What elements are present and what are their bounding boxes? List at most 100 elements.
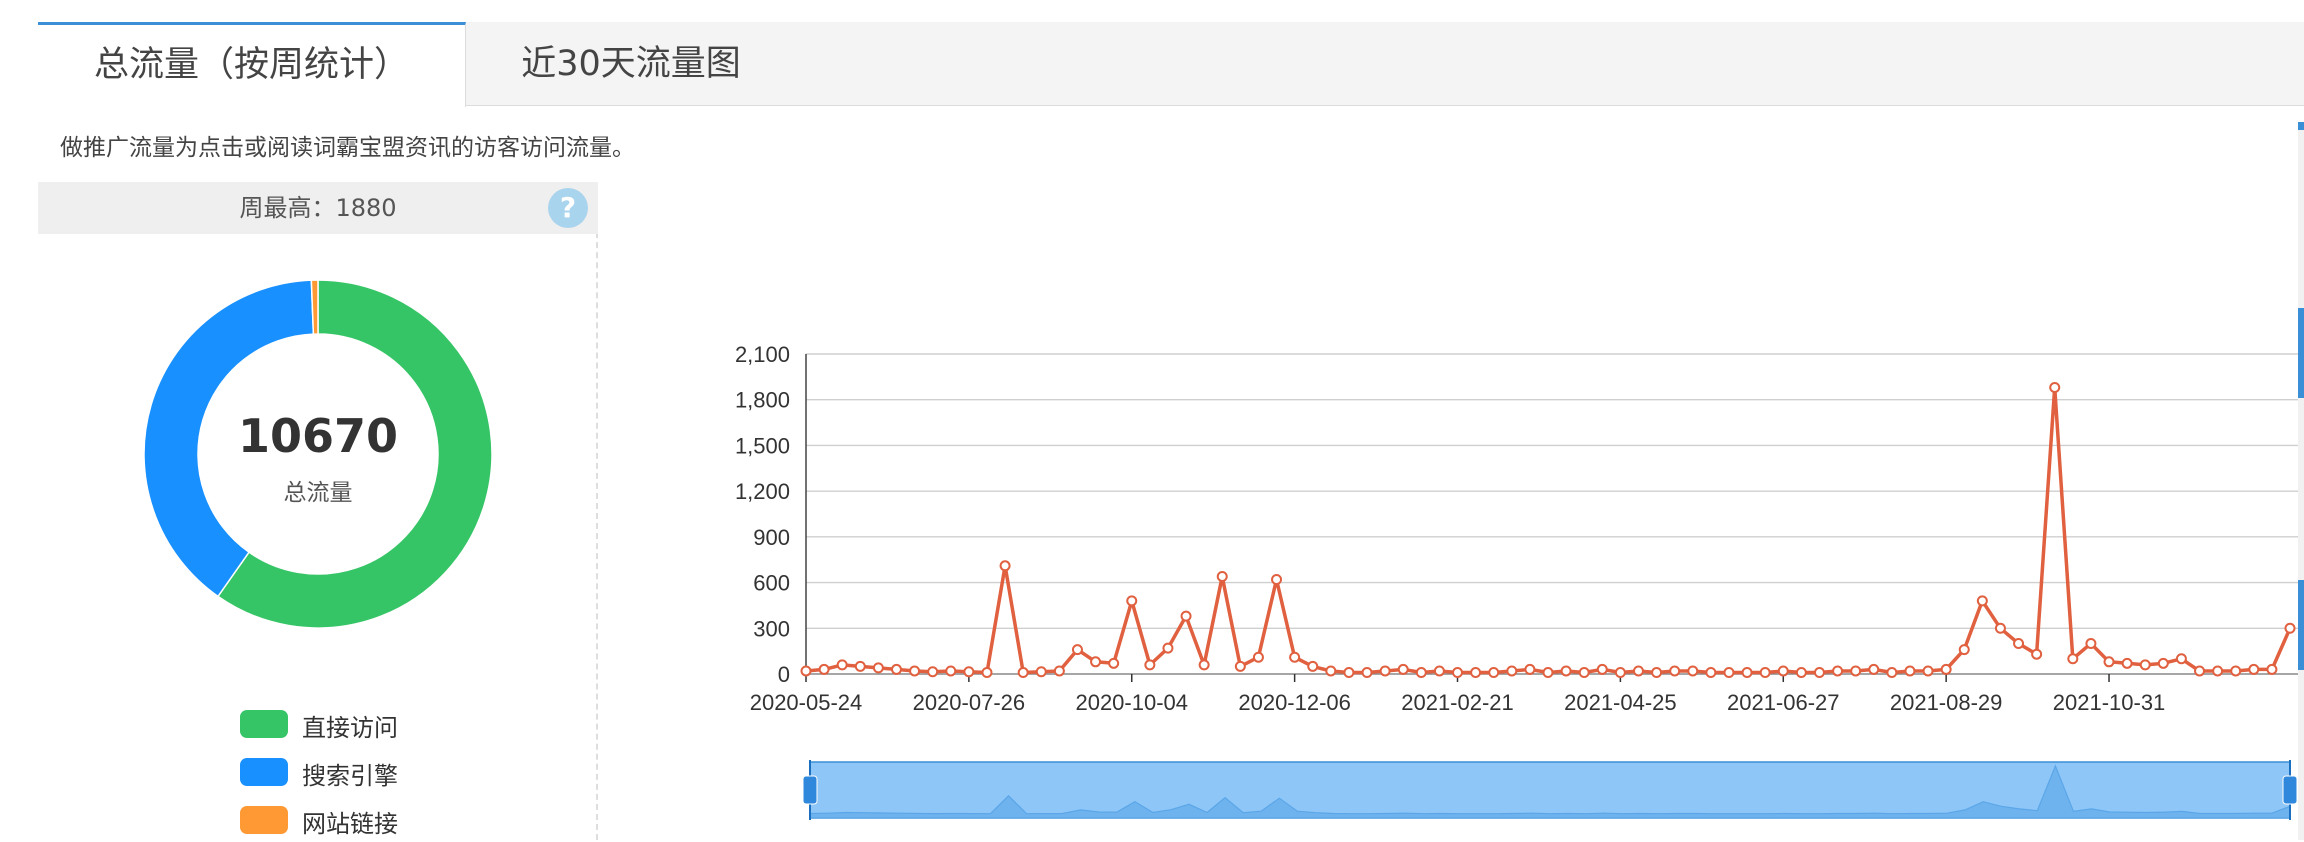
data-point[interactable] bbox=[1723, 666, 1735, 678]
data-point[interactable] bbox=[890, 663, 902, 675]
data-point[interactable] bbox=[927, 666, 939, 678]
data-point[interactable] bbox=[1090, 656, 1102, 668]
data-point[interactable] bbox=[1994, 622, 2006, 634]
data-point[interactable] bbox=[909, 665, 921, 677]
data-point[interactable] bbox=[2139, 659, 2151, 671]
data-point[interactable] bbox=[1289, 651, 1301, 663]
data-point[interactable] bbox=[818, 663, 830, 675]
legend-swatch-search bbox=[240, 758, 288, 786]
data-point[interactable] bbox=[1687, 665, 1699, 677]
donut-slice-1[interactable] bbox=[143, 279, 315, 598]
data-point[interactable] bbox=[1669, 665, 1681, 677]
data-point[interactable] bbox=[1524, 663, 1536, 675]
data-point[interactable] bbox=[1488, 666, 1500, 678]
data-point[interactable] bbox=[1813, 666, 1825, 678]
donut-chart: 10670 总流量 bbox=[143, 279, 493, 629]
tab-weekly-total[interactable]: 总流量（按周统计） bbox=[38, 22, 466, 107]
data-point[interactable] bbox=[1958, 644, 1970, 656]
data-point[interactable] bbox=[1433, 665, 1445, 677]
data-point[interactable] bbox=[1560, 665, 1572, 677]
data-point[interactable] bbox=[2085, 638, 2097, 650]
traffic-note: 做推广流量为点击或阅读词霸宝盟资讯的访客访问流量。 bbox=[60, 135, 635, 161]
x-tick-label: 2020-07-26 bbox=[913, 690, 1026, 715]
data-point[interactable] bbox=[1759, 666, 1771, 678]
data-point[interactable] bbox=[1596, 663, 1608, 675]
data-point[interactable] bbox=[1053, 665, 1065, 677]
data-point[interactable] bbox=[800, 665, 812, 677]
data-point[interactable] bbox=[1886, 666, 1898, 678]
data-point[interactable] bbox=[2248, 663, 2260, 675]
data-point[interactable] bbox=[1868, 663, 1880, 675]
data-point[interactable] bbox=[1035, 666, 1047, 678]
data-point[interactable] bbox=[1198, 659, 1210, 671]
data-point[interactable] bbox=[1741, 666, 1753, 678]
data-point[interactable] bbox=[1452, 666, 1464, 678]
data-point[interactable] bbox=[2175, 653, 2187, 665]
data-point[interactable] bbox=[2067, 653, 2079, 665]
data-point[interactable] bbox=[1850, 665, 1862, 677]
data-point[interactable] bbox=[2212, 665, 2224, 677]
data-point[interactable] bbox=[1415, 666, 1427, 678]
data-point[interactable] bbox=[1832, 665, 1844, 677]
data-point[interactable] bbox=[963, 666, 975, 678]
data-point[interactable] bbox=[999, 560, 1011, 572]
data-point[interactable] bbox=[1216, 570, 1228, 582]
legend-label-link: 网站链接 bbox=[302, 810, 398, 838]
data-point[interactable] bbox=[2284, 622, 2296, 634]
data-point[interactable] bbox=[2157, 657, 2169, 669]
data-point[interactable] bbox=[2103, 656, 2115, 668]
data-point[interactable] bbox=[1470, 666, 1482, 678]
data-point[interactable] bbox=[1506, 665, 1518, 677]
data-point[interactable] bbox=[1651, 666, 1663, 678]
data-point[interactable] bbox=[2031, 648, 2043, 660]
donut-slice-2[interactable] bbox=[310, 279, 319, 335]
donut-slice-0[interactable] bbox=[216, 279, 493, 629]
data-point[interactable] bbox=[1361, 666, 1373, 678]
data-point[interactable] bbox=[1325, 665, 1337, 677]
data-point[interactable] bbox=[1795, 666, 1807, 678]
question-circle-icon[interactable]: ? bbox=[548, 188, 588, 228]
data-point[interactable] bbox=[2013, 638, 2025, 650]
data-point[interactable] bbox=[2121, 657, 2133, 669]
data-point[interactable] bbox=[1071, 644, 1083, 656]
data-point[interactable] bbox=[2266, 663, 2278, 675]
data-point[interactable] bbox=[1379, 665, 1391, 677]
data-point[interactable] bbox=[2049, 382, 2061, 394]
data-point[interactable] bbox=[1017, 666, 1029, 678]
data-point[interactable] bbox=[1614, 666, 1626, 678]
data-point[interactable] bbox=[1271, 574, 1283, 586]
data-point[interactable] bbox=[1904, 665, 1916, 677]
data-point[interactable] bbox=[1307, 660, 1319, 672]
zoom-handle-left[interactable] bbox=[802, 775, 818, 805]
data-point[interactable] bbox=[1144, 659, 1156, 671]
data-point[interactable] bbox=[945, 665, 957, 677]
data-point[interactable] bbox=[1632, 665, 1644, 677]
right-edge-marker-mid bbox=[2298, 308, 2304, 398]
zoom-handle-right[interactable] bbox=[2282, 775, 2298, 805]
data-point[interactable] bbox=[872, 662, 884, 674]
data-point[interactable] bbox=[981, 666, 993, 678]
data-point[interactable] bbox=[2194, 665, 2206, 677]
data-point[interactable] bbox=[1922, 665, 1934, 677]
tab-last-30-days[interactable]: 近30天流量图 bbox=[521, 44, 741, 84]
data-point[interactable] bbox=[854, 660, 866, 672]
data-point[interactable] bbox=[1705, 666, 1717, 678]
data-point[interactable] bbox=[1126, 595, 1138, 607]
data-point[interactable] bbox=[1343, 666, 1355, 678]
data-point[interactable] bbox=[2230, 665, 2242, 677]
data-point[interactable] bbox=[1578, 666, 1590, 678]
data-point[interactable] bbox=[1940, 663, 1952, 675]
data-point[interactable] bbox=[1162, 642, 1174, 654]
data-point[interactable] bbox=[836, 659, 848, 671]
x-tick-label: 2020-12-06 bbox=[1238, 690, 1351, 715]
data-point[interactable] bbox=[1976, 595, 1988, 607]
data-point[interactable] bbox=[1252, 651, 1264, 663]
data-point[interactable] bbox=[1180, 610, 1192, 622]
right-scroll-edge[interactable] bbox=[2298, 122, 2304, 840]
data-point[interactable] bbox=[1234, 660, 1246, 672]
data-point[interactable] bbox=[1542, 666, 1554, 678]
weekly-traffic-line-chart: 0 300 600 900 1,200 1,500 1,800 2,100 2020-05-24… bbox=[735, 342, 2298, 820]
data-point[interactable] bbox=[1108, 657, 1120, 669]
data-point[interactable] bbox=[1397, 663, 1409, 675]
data-point[interactable] bbox=[1777, 665, 1789, 677]
